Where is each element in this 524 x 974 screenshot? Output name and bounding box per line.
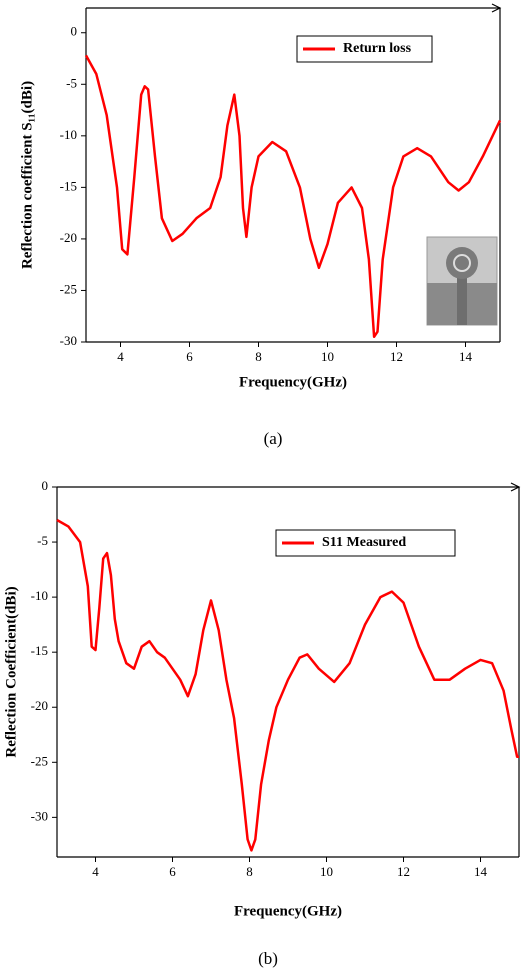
data-line [84, 54, 502, 339]
x-tick-label: 4 [117, 349, 124, 364]
x-tick-label: 10 [320, 864, 333, 879]
axis-arrow [510, 482, 521, 492]
inset-slot [453, 254, 471, 272]
caption: (b) [258, 949, 278, 968]
y-tick-label: -30 [60, 333, 77, 348]
x-tick-label: 8 [246, 864, 253, 879]
inset-feed [457, 270, 467, 325]
x-tick-label: 14 [474, 864, 488, 879]
y-tick-label: 0 [71, 24, 78, 39]
x-tick-label: 8 [255, 349, 262, 364]
y-tick-label: -20 [31, 698, 48, 713]
x-tick-label: 10 [321, 349, 334, 364]
antenna-inset [426, 236, 498, 326]
caption: (a) [264, 429, 283, 448]
data-line [56, 518, 519, 852]
x-tick-label: 14 [459, 349, 473, 364]
y-tick-label: -5 [37, 533, 48, 548]
inset-patch [446, 247, 478, 279]
x-tick-label: 6 [169, 864, 176, 879]
axis-arrow [491, 3, 502, 13]
y-tick-label: -30 [31, 808, 48, 823]
y-tick-label: -25 [60, 281, 77, 296]
x-axis-label: Frequency(GHz) [239, 374, 347, 390]
y-axis-label: Reflection coefficient S₁₁(dBi) [19, 81, 35, 269]
x-tick-label: 12 [390, 349, 403, 364]
y-tick-label: -15 [60, 178, 77, 193]
y-tick-label: -15 [31, 643, 48, 658]
y-tick-label: -20 [60, 230, 77, 245]
x-axis-label: Frequency(GHz) [234, 903, 342, 919]
y-tick-label: -5 [66, 75, 77, 90]
x-tick-label: 4 [92, 864, 99, 879]
x-tick-label: 12 [397, 864, 410, 879]
y-tick-label: -10 [60, 127, 77, 142]
legend-label: Return loss [343, 41, 412, 56]
y-tick-label: -25 [31, 753, 48, 768]
y-tick-label: -10 [31, 588, 48, 603]
y-tick-label: 0 [42, 478, 49, 493]
x-tick-label: 6 [186, 349, 193, 364]
legend-label: S11 Measured [322, 535, 406, 550]
y-axis-label: Reflection Coefficient(dBi) [3, 586, 19, 757]
